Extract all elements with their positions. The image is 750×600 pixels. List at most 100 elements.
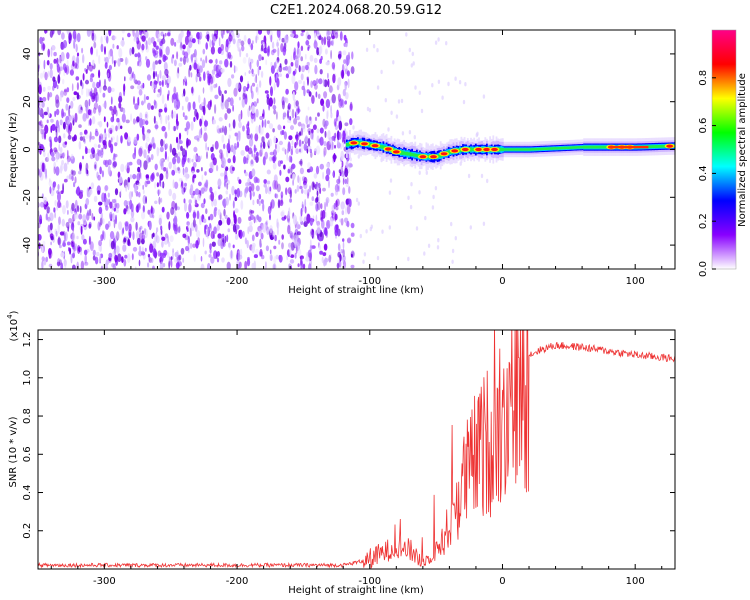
noise-blob <box>58 143 60 152</box>
noise-blob <box>163 249 168 256</box>
noise-blob <box>53 136 59 143</box>
noise-blob <box>251 90 254 100</box>
noise-blob <box>247 121 250 127</box>
noise-blob <box>318 236 323 242</box>
noise-blob <box>253 216 256 224</box>
noise-blob <box>297 248 302 257</box>
noise-blob-sparse <box>482 221 486 226</box>
noise-blob <box>55 94 60 104</box>
noise-blob <box>34 171 36 180</box>
noise-blob <box>173 86 177 94</box>
noise-blob <box>236 40 240 49</box>
noise-blob <box>228 34 233 42</box>
noise-blob <box>281 242 284 250</box>
noise-blob <box>299 167 304 175</box>
noise-blob <box>265 261 267 269</box>
noise-blob <box>281 234 285 240</box>
noise-blob <box>141 234 146 240</box>
noise-blob <box>119 189 122 197</box>
noise-blob <box>323 79 328 88</box>
noise-blob <box>328 254 332 263</box>
noise-blob <box>323 243 328 251</box>
noise-blob <box>171 56 174 64</box>
noise-blob <box>163 55 168 61</box>
noise-blob <box>46 119 49 124</box>
noise-blob <box>147 253 150 258</box>
noise-blob <box>208 59 213 64</box>
noise-blob <box>47 224 51 233</box>
noise-blob <box>161 94 165 104</box>
noise-blob <box>290 167 293 174</box>
noise-blob <box>244 72 247 76</box>
noise-blob <box>159 86 162 96</box>
noise-blob <box>160 160 164 171</box>
noise-blob <box>224 166 229 172</box>
noise-blob <box>68 107 71 116</box>
noise-blob <box>223 30 225 35</box>
signal-band-4 <box>471 148 474 151</box>
noise-blob <box>268 138 272 147</box>
noise-blob-sparse <box>355 197 359 203</box>
noise-blob <box>317 112 320 117</box>
noise-blob <box>145 196 147 204</box>
noise-blob <box>122 227 125 235</box>
noise-blob <box>141 211 146 220</box>
noise-blob <box>140 172 142 180</box>
noise-blob <box>141 35 146 42</box>
noise-blob <box>220 241 224 250</box>
noise-blob <box>317 93 321 100</box>
noise-blob <box>41 162 45 173</box>
noise-blob <box>183 51 189 59</box>
noise-blob <box>71 83 74 92</box>
y-tick-label: 0 <box>22 146 33 152</box>
noise-blob <box>196 31 201 40</box>
noise-blob <box>258 200 261 207</box>
signal-band-4 <box>546 147 549 150</box>
noise-blob <box>176 120 180 127</box>
noise-blob <box>184 76 187 82</box>
noise-blob <box>308 123 310 128</box>
noise-blob <box>102 218 105 225</box>
noise-blob <box>276 221 280 229</box>
noise-blob <box>177 226 181 234</box>
noise-blob <box>302 263 306 269</box>
noise-blob <box>344 178 348 185</box>
noise-blob <box>349 118 353 126</box>
noise-blob <box>158 59 162 65</box>
noise-blob <box>79 131 83 136</box>
noise-blob <box>144 228 146 236</box>
noise-blob <box>333 202 336 210</box>
noise-blob <box>201 102 205 106</box>
noise-blob <box>287 168 291 174</box>
noise-blob <box>141 251 146 256</box>
noise-blob <box>86 192 91 198</box>
noise-blob <box>273 82 276 91</box>
noise-blob <box>79 164 82 172</box>
noise-blob <box>86 64 89 71</box>
noise-blob <box>139 30 142 36</box>
noise-blob <box>79 189 84 194</box>
noise-blob <box>160 115 163 125</box>
noise-blob-sparse <box>407 256 410 262</box>
noise-blob <box>233 148 236 156</box>
noise-blob <box>150 154 154 161</box>
noise-blob <box>300 32 304 37</box>
noise-blob <box>167 93 169 102</box>
noise-blob <box>74 211 76 221</box>
noise-blob <box>316 30 320 35</box>
noise-blob <box>183 185 187 191</box>
noise-blob-sparse <box>462 99 466 105</box>
noise-blob <box>199 31 203 40</box>
noise-blob <box>226 108 232 114</box>
noise-blob <box>127 176 131 183</box>
noise-blob <box>63 232 66 243</box>
noise-blob <box>256 87 259 96</box>
noise-blob <box>334 189 339 196</box>
noise-blob <box>276 30 281 38</box>
noise-blob <box>145 142 148 149</box>
noise-blob-sparse <box>381 229 384 234</box>
noise-blob <box>286 151 289 161</box>
noise-blob <box>94 256 99 265</box>
noise-blob <box>251 82 256 87</box>
noise-blob <box>278 254 281 261</box>
